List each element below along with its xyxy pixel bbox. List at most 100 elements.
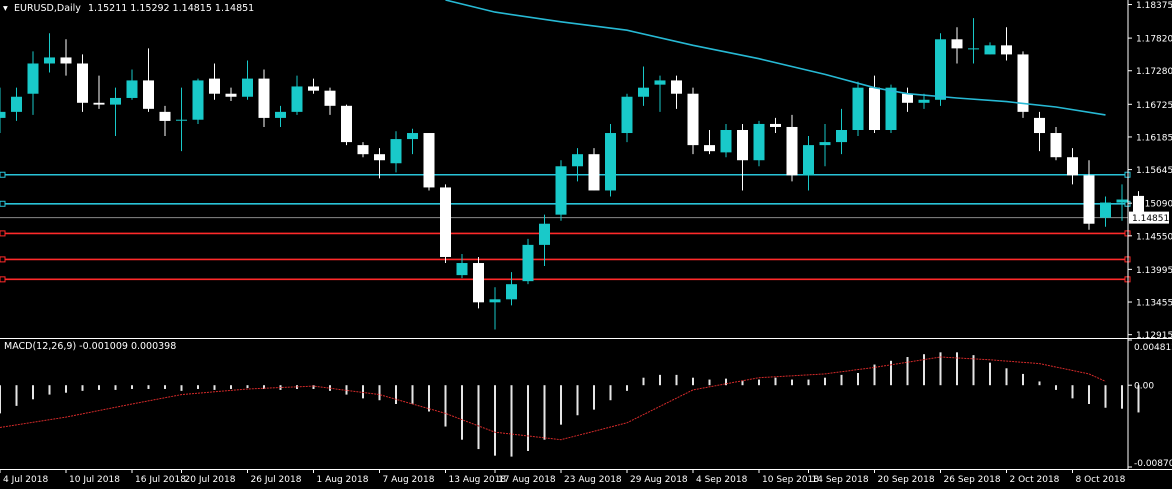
- bear-candle[interactable]: [77, 63, 88, 103]
- bear-candle[interactable]: [374, 154, 385, 161]
- time-tick-label: 29 Aug 2018: [630, 475, 688, 485]
- bear-candle[interactable]: [687, 93, 699, 146]
- macd-tick-label: -0.008707: [1134, 459, 1172, 469]
- ohlc-readout: 1.15211 1.15292 1.14815 1.14851: [88, 3, 254, 14]
- bear-candle[interactable]: [869, 87, 880, 130]
- bear-candle[interactable]: [60, 57, 72, 64]
- time-tick-label: 10 Sep 2018: [762, 475, 819, 485]
- price-pane[interactable]: [0, 0, 1144, 330]
- time-tick-label: 26 Sep 2018: [944, 475, 1001, 485]
- bear-candle[interactable]: [786, 126, 798, 176]
- price-tick-label: 1.16725: [1136, 101, 1172, 111]
- price-tick-label: 1.13995: [1136, 266, 1172, 276]
- macd-indicator-label: MACD(12,26,9) -0.001009 0.000398: [4, 341, 176, 352]
- bull-candle[interactable]: [852, 87, 864, 130]
- bear-candle[interactable]: [737, 130, 748, 161]
- time-tick-label: 20 Sep 2018: [878, 475, 935, 485]
- bull-candle[interactable]: [242, 78, 253, 97]
- bull-candle[interactable]: [506, 284, 517, 300]
- time-tick-label: 7 Aug 2018: [383, 475, 435, 485]
- bear-candle[interactable]: [341, 105, 352, 143]
- bull-candle[interactable]: [918, 99, 930, 103]
- support-level-handle[interactable]: [0, 276, 6, 283]
- bear-candle[interactable]: [951, 39, 963, 49]
- macd-pane[interactable]: [0, 352, 1140, 457]
- bear-candle[interactable]: [1001, 45, 1012, 55]
- time-tick-label: 14 Sep 2018: [812, 475, 869, 485]
- bull-candle[interactable]: [126, 80, 138, 98]
- time-tick-label: 13 Aug 2018: [449, 475, 507, 485]
- bear-candle[interactable]: [308, 86, 319, 91]
- bull-candle[interactable]: [275, 111, 286, 118]
- bull-candle[interactable]: [654, 80, 666, 85]
- bear-candle[interactable]: [357, 145, 369, 155]
- bear-candle[interactable]: [225, 93, 237, 97]
- bull-candle[interactable]: [44, 57, 55, 64]
- price-tick-label: 1.12915: [1136, 331, 1172, 341]
- resistance-level-handle[interactable]: [0, 200, 6, 207]
- bear-candle[interactable]: [1083, 175, 1095, 224]
- bear-candle[interactable]: [1133, 195, 1144, 218]
- bull-candle[interactable]: [638, 87, 649, 97]
- bull-candle[interactable]: [539, 223, 550, 245]
- bull-candle[interactable]: [555, 166, 567, 215]
- bull-candle[interactable]: [192, 80, 204, 120]
- bull-candle[interactable]: [1100, 202, 1111, 218]
- bear-candle[interactable]: [93, 102, 105, 105]
- support-level-handle[interactable]: [0, 256, 6, 263]
- bear-candle[interactable]: [770, 123, 781, 127]
- bear-candle[interactable]: [1034, 117, 1045, 134]
- time-tick-label: 23 Aug 2018: [564, 475, 622, 485]
- bull-candle[interactable]: [1116, 199, 1128, 203]
- bull-candle[interactable]: [110, 97, 121, 105]
- bull-candle[interactable]: [720, 130, 732, 153]
- bear-candle[interactable]: [209, 78, 220, 94]
- bull-candle[interactable]: [819, 142, 831, 146]
- bear-candle[interactable]: [143, 80, 154, 109]
- price-tick-label: 1.15090: [1136, 200, 1172, 210]
- bear-candle[interactable]: [423, 133, 435, 188]
- price-tick-label: 1.17820: [1136, 35, 1172, 45]
- time-tick-label: 2 Oct 2018: [1010, 475, 1060, 485]
- bull-candle[interactable]: [935, 39, 946, 100]
- bull-candle[interactable]: [605, 133, 616, 191]
- bull-candle[interactable]: [11, 96, 22, 112]
- symbol-menu-arrow-icon[interactable]: ▾: [3, 3, 8, 14]
- bear-candle[interactable]: [324, 90, 336, 106]
- bull-candle[interactable]: [753, 123, 765, 161]
- bear-candle[interactable]: [473, 263, 484, 303]
- bear-candle[interactable]: [1017, 54, 1029, 112]
- bear-candle[interactable]: [588, 154, 600, 191]
- bear-candle[interactable]: [704, 145, 715, 152]
- bear-candle[interactable]: [1050, 133, 1062, 158]
- time-tick-label: 4 Jul 2018: [3, 475, 48, 485]
- bull-candle[interactable]: [803, 145, 814, 176]
- bull-candle[interactable]: [407, 133, 418, 140]
- bull-candle[interactable]: [621, 96, 633, 134]
- bull-candle[interactable]: [390, 139, 402, 164]
- bear-candle[interactable]: [902, 93, 913, 103]
- bull-candle[interactable]: [291, 86, 303, 112]
- bull-candle[interactable]: [522, 244, 534, 282]
- resistance-level-handle[interactable]: [0, 171, 6, 178]
- bull-candle[interactable]: [572, 154, 583, 167]
- bear-candle[interactable]: [1067, 157, 1078, 176]
- bear-candle[interactable]: [258, 78, 270, 118]
- bull-candle[interactable]: [176, 119, 187, 121]
- time-tick-label: 17 Aug 2018: [498, 475, 556, 485]
- bear-candle[interactable]: [440, 187, 451, 257]
- bull-candle[interactable]: [489, 299, 501, 303]
- bull-candle[interactable]: [0, 111, 6, 118]
- macd-signal-line[interactable]: [0, 356, 1106, 441]
- bear-candle[interactable]: [159, 111, 171, 121]
- bull-candle[interactable]: [836, 130, 847, 143]
- bear-candle[interactable]: [671, 80, 682, 94]
- bull-candle[interactable]: [968, 48, 979, 50]
- bull-candle[interactable]: [984, 45, 996, 55]
- bull-candle[interactable]: [27, 63, 39, 94]
- support-level-handle[interactable]: [0, 230, 6, 237]
- bull-candle[interactable]: [456, 263, 468, 276]
- bull-candle[interactable]: [885, 87, 897, 130]
- moving-average-line[interactable]: [445, 0, 1106, 116]
